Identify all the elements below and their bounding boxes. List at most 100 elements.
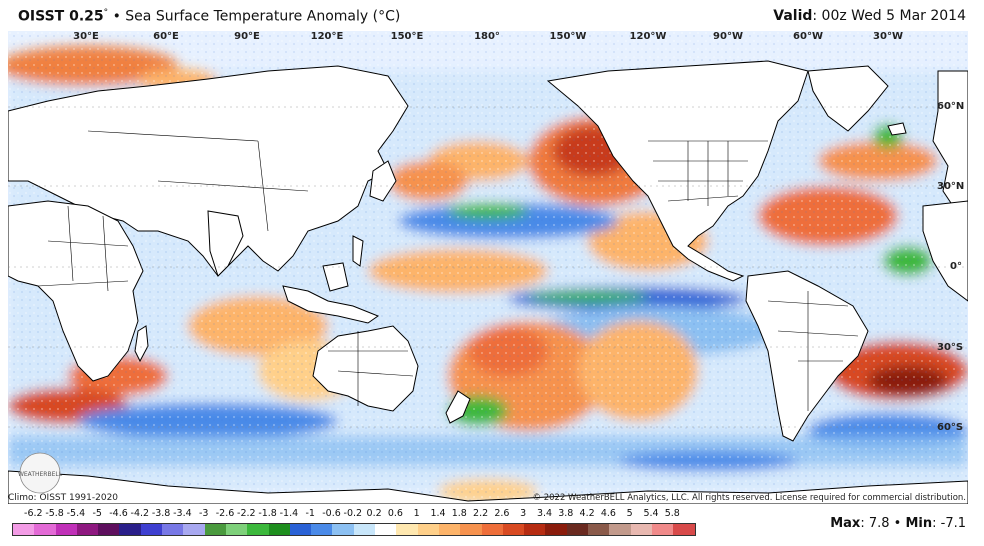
colorbar-swatch bbox=[98, 524, 120, 535]
map-title: OISST 0.25° • Sea Surface Temperature An… bbox=[18, 8, 400, 25]
product-name: OISST 0.25 bbox=[18, 8, 104, 25]
title-bullet: • bbox=[112, 8, 121, 25]
philippines-islands bbox=[352, 235, 364, 267]
lon-label: 60°E bbox=[153, 31, 179, 42]
borneo-island bbox=[322, 262, 349, 292]
colorbar-swatch bbox=[651, 524, 674, 535]
colorbar-swatch bbox=[119, 524, 141, 535]
colorbar-tick-label: -5.4 bbox=[66, 508, 86, 519]
colorbar-swatch bbox=[55, 524, 77, 535]
lon-label: 120°W bbox=[629, 31, 667, 42]
colorbar-tick-label: -4.2 bbox=[130, 508, 150, 519]
colorbar-swatch bbox=[34, 524, 56, 535]
colorbar-tick-label: -3 bbox=[198, 508, 209, 519]
colorbar-tick-label: -2.6 bbox=[215, 508, 235, 519]
new-zealand-islands bbox=[445, 390, 471, 424]
colorbar-swatch bbox=[396, 524, 418, 535]
longitude-labels: 30°E 60°E 90°E 120°E 150°E 180° 150°W 12… bbox=[8, 31, 968, 45]
colorbar-tick-label: -5.8 bbox=[45, 508, 64, 519]
colorbar-tick-label: 0.2 bbox=[366, 508, 382, 519]
valid-label: Valid bbox=[773, 8, 813, 24]
lon-label: 30°W bbox=[873, 31, 903, 42]
lon-label: 180° bbox=[474, 31, 500, 42]
colorbar-swatch bbox=[502, 524, 525, 535]
stats-separator: • bbox=[889, 516, 906, 531]
valid-value: : 00z Wed 5 Mar 2014 bbox=[812, 8, 966, 24]
title-bar: OISST 0.25° • Sea Surface Temperature An… bbox=[0, 0, 984, 32]
colorbar-tick-label: 1.8 bbox=[451, 508, 467, 519]
japan-islands bbox=[369, 160, 397, 202]
colorbar-tick-label: 4.6 bbox=[600, 508, 616, 519]
africa-wrap-landmass bbox=[922, 200, 968, 302]
colorbar-swatch bbox=[162, 524, 184, 535]
colorbar-swatch bbox=[268, 524, 290, 535]
colorbar-swatch bbox=[289, 524, 312, 535]
colorbar-swatch bbox=[588, 524, 610, 535]
lon-label: 150°W bbox=[549, 31, 587, 42]
sst-anomaly-map[interactable]: WEATHERBELL bbox=[8, 31, 968, 504]
colorbar-swatch bbox=[183, 524, 205, 535]
colorbar-swatches bbox=[12, 523, 696, 536]
india-landmass bbox=[207, 210, 244, 277]
lon-label: 90°E bbox=[234, 31, 260, 42]
lat-label: 30°S bbox=[937, 342, 964, 353]
colorbar-swatch bbox=[609, 524, 631, 535]
colorbar-tick-label: -1.4 bbox=[279, 508, 299, 519]
colorbar-swatch bbox=[353, 524, 376, 535]
north-america-landmass bbox=[546, 60, 809, 282]
colorbar-tick-label: -1.8 bbox=[258, 508, 277, 519]
colorbar-swatch bbox=[247, 524, 269, 535]
colorbar-swatch bbox=[332, 524, 354, 535]
lon-label: 150°E bbox=[390, 31, 424, 42]
australia-landmass bbox=[312, 325, 419, 412]
colorbar-swatch bbox=[140, 524, 163, 535]
colorbar-swatch bbox=[204, 524, 226, 535]
max-value: : 7.8 bbox=[860, 516, 890, 531]
colorbar-tick-label: 3 bbox=[520, 508, 527, 519]
logo-text: WEATHERBELL bbox=[18, 471, 63, 478]
lon-label: 90°W bbox=[713, 31, 743, 42]
degree-sign: ° bbox=[103, 8, 109, 18]
climo-note: Climo: OISST 1991-2020 bbox=[8, 493, 119, 503]
color-bar: -6.2 -5.8 -5.4 -5 -4.6 -4.2 -3.8 -3.4 -3 -2.6 -2.2… bbox=[12, 508, 712, 546]
colorbar-swatch bbox=[524, 524, 546, 535]
lon-label: 60°W bbox=[793, 31, 823, 42]
map-subtitle: Sea Surface Temperature Anomaly (°C) bbox=[125, 8, 401, 25]
lon-label: 120°E bbox=[310, 31, 344, 42]
max-min-stats: Max: 7.8 • Min: -7.1 bbox=[830, 516, 966, 531]
europe-wrap-landmass bbox=[932, 70, 968, 207]
colorbar-tick-label: -1 bbox=[305, 508, 315, 519]
colorbar-tick-label: 1.4 bbox=[430, 508, 446, 519]
south-america-landmass bbox=[745, 270, 869, 442]
valid-time: Valid: 00z Wed 5 Mar 2014 bbox=[773, 8, 966, 24]
lat-label: 30°N bbox=[937, 181, 965, 192]
colorbar-swatch bbox=[225, 524, 248, 535]
africa-landmass bbox=[8, 200, 144, 382]
lat-label: 60°N bbox=[937, 101, 965, 112]
colorbar-tick-label: -6.2 bbox=[24, 508, 43, 519]
weatherbell-logo: WEATHERBELL bbox=[18, 452, 63, 494]
iceland-island bbox=[887, 122, 907, 136]
land-masses bbox=[8, 60, 968, 504]
max-label: Max bbox=[830, 516, 861, 531]
min-value: : -7.1 bbox=[932, 516, 966, 531]
colorbar-tick-label: 2.2 bbox=[473, 508, 489, 519]
colorbar-tick-label: -3.4 bbox=[173, 508, 192, 519]
colorbar-tick-label: 5 bbox=[626, 508, 633, 519]
colorbar-swatch bbox=[375, 524, 397, 535]
country-borders bbox=[37, 130, 859, 411]
colorbar-tick-label: 2.6 bbox=[494, 508, 510, 519]
colorbar-tick-label: -3.8 bbox=[151, 508, 171, 519]
colorbar-ticks: -6.2 -5.8 -5.4 -5 -4.6 -4.2 -3.8 -3.4 -3 -2.6 -2.2… bbox=[12, 508, 712, 522]
min-label: Min bbox=[905, 516, 933, 531]
colorbar-tick-label: 3.4 bbox=[536, 508, 553, 519]
greenland-landmass bbox=[807, 65, 889, 132]
copyright-note: © 2022 WeatherBELL Analytics, LLC. All r… bbox=[532, 493, 966, 503]
colorbar-swatch bbox=[545, 524, 567, 535]
colorbar-swatch bbox=[76, 524, 99, 535]
lon-label: 30°E bbox=[73, 31, 99, 42]
colorbar-tick-label: -2.2 bbox=[237, 508, 256, 519]
graticule bbox=[8, 106, 968, 428]
colorbar-tick-label: 1 bbox=[413, 508, 420, 519]
colorbar-tick-label: -5 bbox=[92, 508, 102, 519]
